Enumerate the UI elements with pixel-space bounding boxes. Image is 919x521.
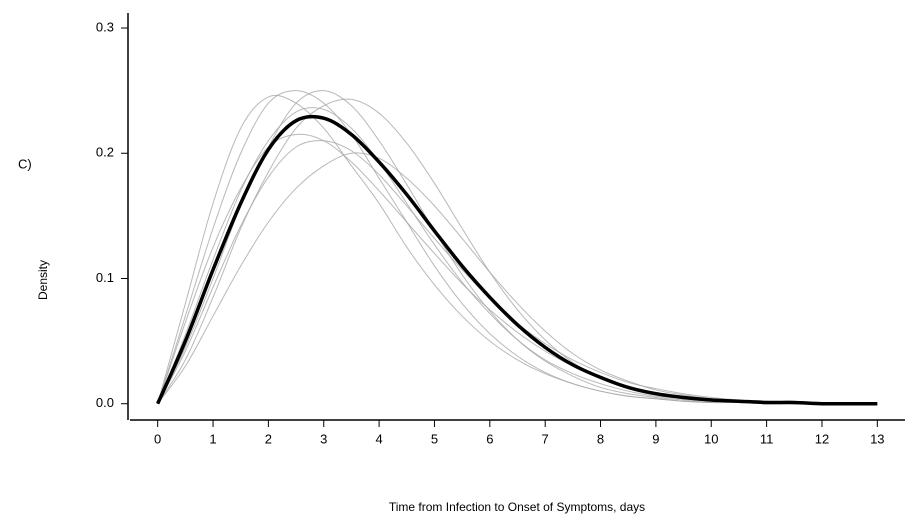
sample-curve bbox=[157, 140, 878, 405]
panel-label: C) bbox=[18, 156, 32, 171]
mean-curve bbox=[156, 114, 878, 406]
sample-curve bbox=[157, 90, 878, 405]
sample-curve bbox=[157, 133, 878, 405]
x-tick-label: 9 bbox=[652, 431, 659, 446]
y-axis-label: Density bbox=[36, 260, 50, 300]
x-tick-label: 7 bbox=[542, 431, 549, 446]
x-tick-label: 0 bbox=[154, 431, 161, 446]
sample-curve bbox=[157, 152, 878, 405]
x-tick-label: 3 bbox=[320, 431, 327, 446]
x-tick-label: 4 bbox=[375, 431, 382, 446]
x-tick-label: 8 bbox=[597, 431, 604, 446]
x-tick-label: 1 bbox=[209, 431, 216, 446]
y-tick-label: 0.2 bbox=[96, 145, 114, 160]
y-tick-label: 0.0 bbox=[96, 395, 114, 410]
x-tick-label: 13 bbox=[870, 431, 884, 446]
x-tick-label: 2 bbox=[265, 431, 272, 446]
sample-curve bbox=[157, 94, 878, 405]
y-tick-label: 0.1 bbox=[96, 270, 114, 285]
sample-curve bbox=[157, 90, 878, 405]
x-tick-label: 10 bbox=[704, 431, 718, 446]
x-axis-label: Time from Infection to Onset of Symptoms… bbox=[389, 500, 645, 514]
y-tick-label: 0.3 bbox=[96, 19, 114, 34]
x-tick-label: 5 bbox=[431, 431, 438, 446]
x-tick-label: 6 bbox=[486, 431, 493, 446]
x-tick-label: 11 bbox=[760, 431, 774, 446]
x-tick-label: 12 bbox=[815, 431, 829, 446]
